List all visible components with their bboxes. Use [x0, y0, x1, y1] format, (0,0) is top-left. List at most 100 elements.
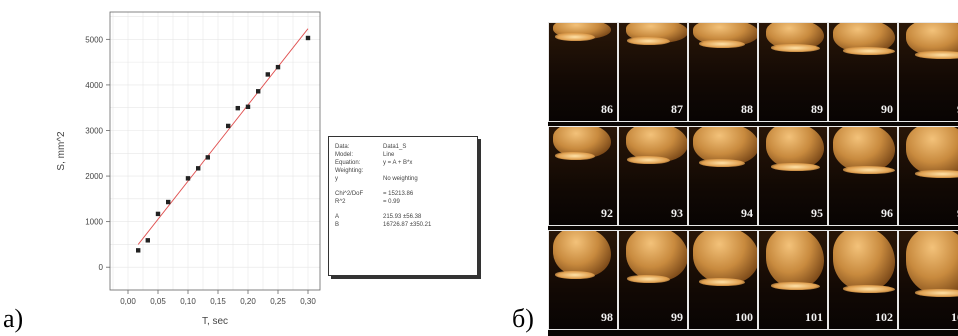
- flame-blob: [833, 231, 895, 291]
- frame-photo: 90: [828, 22, 898, 122]
- flame-edge: [915, 289, 958, 297]
- data-point: [185, 176, 191, 181]
- flame-blob: [766, 127, 824, 169]
- frame-number: 101: [805, 310, 823, 324]
- data-point: [155, 211, 161, 217]
- y-tick-label: 1000: [85, 218, 103, 227]
- frame-photo: 9: [898, 22, 958, 122]
- legend-row: Weighting:: [335, 167, 471, 175]
- fit-line: [137, 28, 309, 245]
- flame-edge: [843, 285, 895, 293]
- frame-number: 100: [735, 310, 753, 324]
- legend-value: = 0.99: [383, 199, 400, 205]
- legend-key: R^2: [335, 199, 346, 205]
- frame-number: 96: [881, 206, 893, 220]
- data-point: [226, 123, 231, 129]
- frame-number: 94: [741, 206, 753, 220]
- flame-blob: [766, 231, 824, 288]
- flame-blob: [906, 127, 958, 176]
- flame-edge: [699, 159, 745, 167]
- legend-value: 215.93 ±56.38: [383, 214, 422, 220]
- legend-key: B: [335, 222, 340, 228]
- frame-photo: 98: [548, 230, 618, 330]
- data-point: [235, 105, 240, 111]
- flame-edge: [627, 156, 670, 164]
- flame-edge: [555, 152, 595, 160]
- x-tick-label: 0,20: [240, 297, 256, 306]
- scatter-plot: 0,00 0,05 0,10 0,15 0,20 0,25 0,30 0 1000 2000 300…: [56, 11, 321, 327]
- legend-value: y = A + B*x: [383, 160, 413, 166]
- flame-edge: [555, 33, 595, 41]
- frame-photo: 9: [898, 126, 958, 226]
- x-tick-label: 0,05: [150, 297, 166, 306]
- frame-photo: 92: [548, 126, 618, 226]
- data-point: [245, 104, 251, 109]
- frame-number: 88: [741, 102, 753, 116]
- y-tick-label: 2000: [85, 172, 103, 181]
- legend-key: Model:: [335, 152, 354, 158]
- frame-sequence: 86 87 88 89 90 9 92 93 94 95 96 9 98 99 100 101 102 10: [548, 22, 958, 336]
- flame-edge: [843, 47, 895, 55]
- legend-key: Weighting:: [335, 168, 364, 174]
- frame-photo: 94: [688, 126, 758, 226]
- frame-number: 86: [601, 102, 613, 116]
- flame-edge: [699, 40, 745, 48]
- legend-row: A 215.93 ±56.38: [335, 213, 471, 221]
- frame-number: 87: [671, 102, 683, 116]
- frame-photo: 93: [618, 126, 688, 226]
- x-tick-label: 0,25: [270, 297, 286, 306]
- legend-row: Chi^2/DoF = 15213.86: [335, 190, 471, 198]
- legend-spacer: [335, 183, 471, 190]
- frame-photo: 96: [828, 126, 898, 226]
- data-point: [196, 166, 201, 171]
- legend-row: Equation: y = A + B*x: [335, 159, 471, 167]
- legend-value: No weighting: [383, 176, 418, 182]
- flame-edge: [915, 170, 958, 178]
- legend-key: A: [335, 214, 340, 220]
- y-tick-label: 4000: [85, 81, 103, 90]
- frame-photo: 99: [618, 230, 688, 330]
- flame-edge: [771, 282, 820, 290]
- y-axis-title: S, mm^2: [56, 131, 67, 171]
- frame-number: 99: [671, 310, 683, 324]
- panel-label-b: б): [512, 304, 534, 333]
- legend-key: Equation:: [335, 160, 361, 166]
- legend-row: R^2 = 0.99: [335, 198, 471, 206]
- data-point: [305, 35, 311, 41]
- legend-row: B 16726.87 ±350.21: [335, 221, 471, 229]
- legend-key: Data:: [335, 144, 350, 150]
- legend-spacer: [335, 206, 471, 213]
- flame-blob: [626, 231, 687, 281]
- frame-photo: 101: [758, 230, 828, 330]
- legend-value: 16726.87 ±350.21: [383, 222, 432, 228]
- x-tick-label: 0,10: [180, 297, 196, 306]
- flame-blob: [553, 231, 611, 277]
- plot-frame: [109, 11, 321, 291]
- frame-photo: 88: [688, 22, 758, 122]
- y-tick-label: 0: [99, 263, 104, 272]
- flame-edge: [555, 271, 595, 279]
- frame-number: 89: [811, 102, 823, 116]
- flame-blob: [906, 231, 958, 295]
- flame-edge: [771, 163, 820, 171]
- data-point: [256, 89, 261, 94]
- flame-edge: [699, 278, 745, 286]
- x-tick-label: 0,30: [300, 297, 316, 306]
- frame-number: 95: [811, 206, 823, 220]
- frame-photo: 102: [828, 230, 898, 330]
- y-tick-label: 5000: [85, 35, 103, 44]
- data-point: [265, 72, 270, 77]
- data-point: [166, 199, 171, 205]
- legend-value: Data1_S: [383, 144, 407, 150]
- x-tick-label: 0,15: [210, 297, 226, 306]
- panel-label-a: a): [3, 304, 24, 333]
- data-point: [205, 155, 210, 160]
- flame-edge: [915, 51, 958, 59]
- x-tick-label: 0,00: [120, 297, 136, 306]
- legend-value: = 15213.86: [383, 191, 414, 197]
- frame-photo: 95: [758, 126, 828, 226]
- data-point: [275, 64, 281, 70]
- frame-photo: 100: [688, 230, 758, 330]
- frame-photo: 10: [898, 230, 958, 330]
- y-tick-label: 3000: [85, 126, 103, 135]
